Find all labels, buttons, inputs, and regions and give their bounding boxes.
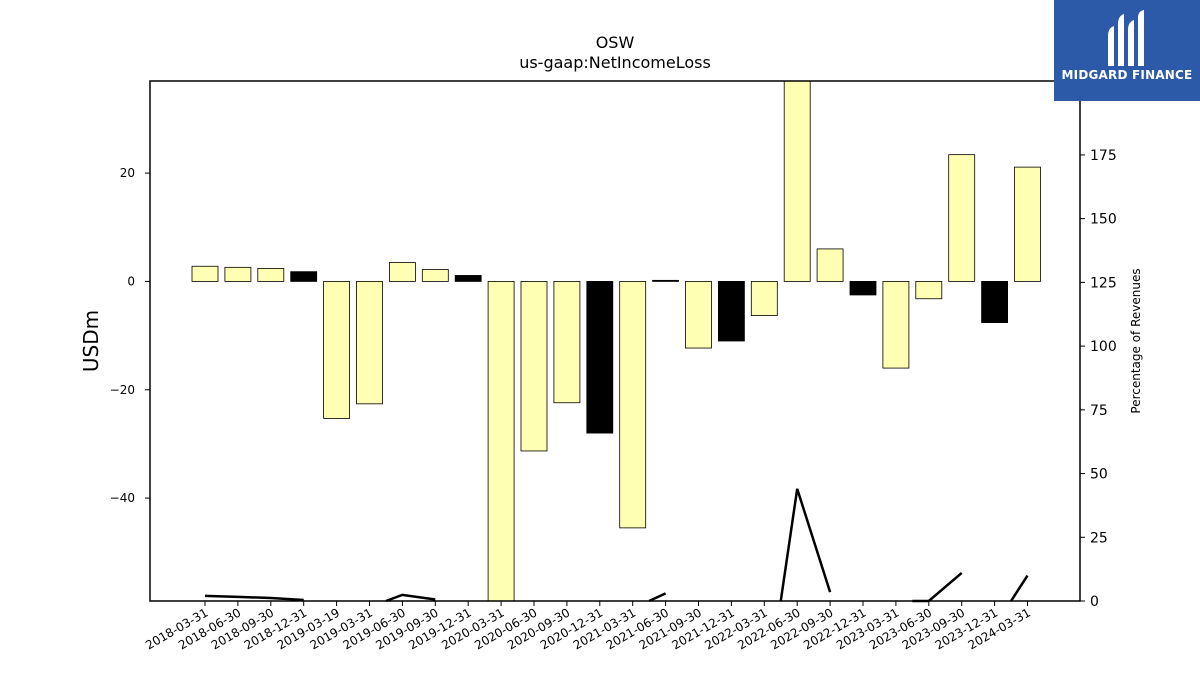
- bar-2021-12-31: [718, 281, 745, 342]
- y2-tick-label: 50: [1090, 467, 1108, 483]
- ratio-line-segment: [648, 592, 667, 603]
- y2-axis-ticks: 175 150 125 100 75 50 25 0: [1080, 148, 1117, 610]
- bar-2020-03-31: [487, 281, 515, 602]
- y-tick-label: −40: [110, 491, 135, 505]
- y-tick-label: 0: [127, 274, 135, 288]
- bar-2021-06-30: [652, 279, 679, 282]
- bar-2019-03-19: [323, 281, 351, 419]
- ratio-line-segment: [204, 594, 304, 602]
- y2-tick-label: 100: [1090, 339, 1117, 355]
- brand-logo: MIDGARD FINANCE: [1054, 0, 1200, 101]
- y2-tick-label: 150: [1090, 212, 1117, 228]
- chart-title: OSW: [596, 33, 635, 52]
- bar-2018-09-30: [257, 268, 285, 282]
- ratio-line-segment: [385, 593, 436, 603]
- bar-2022-12-31: [849, 281, 877, 296]
- logo-text: MIDGARD FINANCE: [1061, 68, 1193, 82]
- logo-mark-icon: [1108, 10, 1144, 66]
- y2-tick-label: 125: [1090, 275, 1117, 291]
- y2-tick-label: 175: [1090, 148, 1117, 164]
- y-tick-label: 20: [120, 166, 135, 180]
- chart-subtitle: us-gaap:NetIncomeLoss: [519, 53, 711, 72]
- bar-2022-09-30: [816, 248, 844, 282]
- bar-2020-09-30: [553, 281, 581, 404]
- y2-axis-label: Percentage of Revenues: [1129, 268, 1143, 413]
- bar-2020-06-30: [520, 281, 548, 452]
- bar-2023-03-31: [882, 281, 910, 369]
- bar-2019-03-31: [356, 281, 383, 405]
- y-tick-label: −20: [110, 383, 135, 397]
- bar-2019-09-30: [421, 269, 449, 282]
- ratio-line-segment: [779, 488, 832, 602]
- y2-tick-label: 0: [1090, 594, 1099, 610]
- bar-2021-03-31: [619, 281, 647, 529]
- bar-2020-12-31: [586, 281, 614, 434]
- bar-series: [191, 80, 1041, 602]
- y2-tick-label: 25: [1090, 530, 1108, 546]
- bar-2018-03-31: [191, 265, 219, 282]
- bar-2019-12-31: [454, 275, 482, 282]
- x-axis-ticks: 2018-03-312018-06-302018-09-302018-12-31…: [143, 601, 1033, 652]
- bar-2022-06-30: [783, 80, 811, 282]
- bar-2023-09-30: [948, 154, 976, 282]
- bar-2022-03-31: [750, 281, 778, 316]
- y2-tick-label: 75: [1090, 403, 1108, 419]
- bar-2023-12-31: [981, 281, 1008, 323]
- bar-2024-03-31: [1014, 166, 1041, 282]
- y-axis-label: USDm: [79, 310, 103, 372]
- bar-2018-06-30: [224, 266, 252, 282]
- ratio-line-segment: [1009, 574, 1029, 602]
- line-series: [204, 488, 1029, 603]
- y-axis-ticks: 20 0 −20 −40: [110, 166, 150, 505]
- bar-2021-09-30: [685, 281, 712, 349]
- ratio-line-segment: [912, 572, 963, 603]
- plot-frame: [149, 80, 1081, 602]
- bar-2019-06-30: [388, 262, 416, 282]
- bar-2018-12-31: [290, 271, 318, 282]
- bar-2023-06-30: [915, 281, 943, 300]
